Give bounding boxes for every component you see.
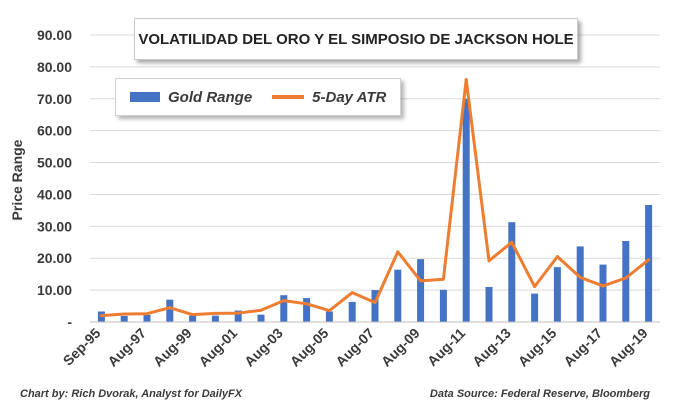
atr-point — [327, 309, 331, 313]
gold-range-bar — [553, 267, 561, 322]
atr-point — [213, 311, 217, 315]
data-source: Data Source: Federal Reserve, Bloomberg — [429, 388, 650, 400]
gold-range-bar — [462, 98, 470, 323]
y-tick-label: - — [67, 314, 72, 330]
atr-point — [282, 299, 286, 303]
y-tick-label: 50.00 — [37, 155, 72, 171]
atr-point — [419, 279, 423, 283]
legend-line-swatch — [272, 95, 305, 99]
x-tick-label: Aug-03 — [241, 325, 286, 370]
atr-point — [191, 313, 195, 317]
x-tick-label: Aug-01 — [195, 325, 240, 370]
gold-range-bar — [257, 314, 265, 322]
gold-range-bar — [645, 204, 653, 322]
y-tick-label: 60.00 — [37, 123, 72, 139]
x-tick-label: Aug-05 — [287, 325, 332, 370]
atr-point — [624, 276, 628, 280]
atr-line-series — [99, 78, 651, 318]
x-tick-label: Aug-11 — [424, 325, 468, 369]
atr-point — [555, 255, 559, 259]
x-tick-label: Sep-95 — [60, 325, 104, 369]
legend-label-gold-range: Gold Range — [168, 88, 253, 106]
y-axis-ticks: - 10.00 20.00 30.00 40.00 50.00 60.00 70.00 80.0… — [37, 27, 72, 330]
atr-point — [305, 302, 309, 306]
gold-range-bar — [508, 222, 516, 322]
y-tick-label: 70.00 — [37, 91, 72, 107]
y-tick-label: 30.00 — [37, 218, 72, 234]
gold-range-bar — [280, 295, 288, 322]
x-tick-label: Aug-19 — [606, 325, 651, 370]
atr-point — [533, 285, 537, 289]
atr-point — [464, 78, 468, 82]
atr-point — [373, 301, 377, 305]
x-tick-label: Aug-07 — [332, 325, 377, 370]
x-tick-label: Aug-13 — [469, 325, 514, 370]
gold-range-bar — [622, 241, 630, 322]
y-axis-label: Price Range — [9, 139, 25, 220]
atr-point — [578, 275, 582, 279]
gold-range-bar — [120, 315, 128, 322]
gold-range-bar — [417, 259, 425, 322]
y-tick-label: 40.00 — [37, 186, 72, 202]
y-tick-label: 90.00 — [37, 27, 72, 43]
gold-range-bar — [325, 311, 333, 322]
gold-range-bar — [531, 293, 539, 322]
chart-credit: Chart by: Rich Dvorak, Analyst for Daily… — [20, 388, 243, 400]
chart-legend: Gold Range 5-Day ATR — [115, 78, 401, 116]
x-tick-label: Aug-17 — [560, 325, 605, 370]
gold-range-bar — [485, 286, 493, 322]
gold-range-bar — [348, 301, 356, 322]
atr-point — [236, 311, 240, 315]
atr-point — [145, 312, 149, 316]
x-tick-label: Aug-09 — [378, 325, 423, 370]
x-tick-label: Aug-97 — [104, 325, 149, 370]
gold-range-bar — [234, 310, 242, 322]
atr-point — [601, 284, 605, 288]
x-tick-label: Aug-99 — [150, 325, 195, 370]
gold-range-bar — [303, 298, 311, 322]
legend-label-atr: 5-Day ATR — [312, 88, 387, 106]
y-tick-label: 10.00 — [37, 282, 72, 298]
gold-range-bar — [371, 290, 379, 322]
atr-point — [647, 258, 651, 262]
gold-range-bar — [166, 299, 174, 322]
atr-point — [441, 277, 445, 281]
y-tick-label: 20.00 — [37, 250, 72, 266]
gold-range-bar — [394, 269, 402, 322]
x-axis-ticks: Sep-95 Aug-97 Aug-99 Aug-01 Aug-03 Aug-05 Aug-… — [60, 325, 651, 370]
legend-bar-swatch — [130, 92, 160, 102]
gold-range-bar — [189, 315, 197, 322]
gold-range-bars — [97, 98, 653, 323]
atr-point — [122, 312, 126, 316]
atr-point — [487, 259, 491, 263]
atr-point — [168, 306, 172, 310]
atr-point — [510, 240, 514, 244]
gold-range-bar — [143, 314, 151, 322]
gold-range-bar — [576, 246, 584, 322]
gold-range-bar — [439, 289, 447, 322]
atr-point — [259, 308, 263, 312]
gold-range-bar — [211, 315, 219, 322]
x-tick-label: Aug-15 — [515, 325, 560, 370]
gold-range-bar — [599, 264, 607, 322]
atr-point — [350, 291, 354, 295]
atr-point — [99, 314, 103, 318]
grid-lines — [90, 34, 660, 291]
y-tick-label: 80.00 — [37, 59, 72, 75]
atr-point — [396, 250, 400, 254]
chart-title: VOLATILIDAD DEL ORO Y EL SIMPOSIO DE JAC… — [134, 18, 578, 60]
